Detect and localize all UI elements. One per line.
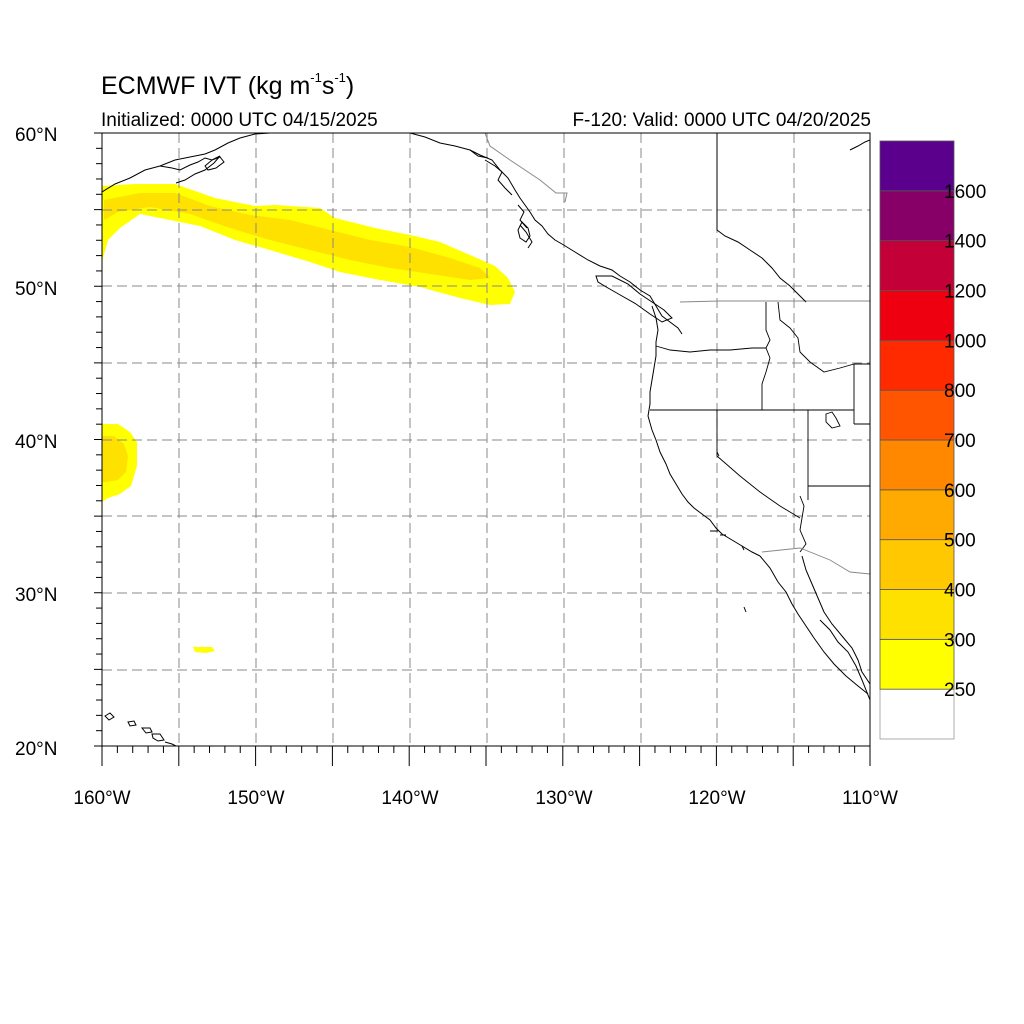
colorbar: 250 300 400 500 600 700 800 1000 1200 1400 1600: [879, 140, 986, 740]
panhandle-islands: [469, 149, 533, 249]
state-boundaries: [650, 301, 870, 575]
colorbar-label: 1000: [944, 331, 986, 352]
lat-label-30n: 30°N: [15, 585, 57, 606]
kodiak-island: [204, 156, 225, 171]
longitude-labels: 160°W 150°W 140°W 130°W 120°W 110°W: [73, 788, 898, 809]
lon-label-120w: 120°W: [688, 788, 745, 809]
colorbar-label: 700: [944, 431, 976, 452]
us-mexico-border: [761, 547, 870, 575]
washington-oregon-coast: [647, 305, 659, 417]
colorbar-swatch: [879, 489, 955, 541]
ivt-blob-south-250: [193, 647, 215, 653]
colorbar-swatch: [879, 638, 955, 690]
graticule: [102, 133, 870, 746]
colorbar-label: 1400: [944, 232, 986, 253]
latitude-labels: 60°N 50°N 40°N 30°N 20°N: [15, 125, 57, 760]
california-nevada-border: [716, 410, 801, 519]
coastlines: [102, 133, 870, 746]
canada-us-border: [679, 300, 870, 303]
oregon-idaho-border: [761, 357, 771, 410]
alaska-panhandle: [409, 133, 563, 245]
lon-label-140w: 140°W: [381, 788, 438, 809]
alaska-coast: [102, 133, 271, 193]
colorbar-label: 1600: [944, 182, 986, 203]
colorbar-label: 800: [944, 381, 976, 402]
chart-title: ECMWF IVT (kg m-1s-1): [101, 69, 355, 100]
hawaii-islands: [104, 712, 177, 746]
lake-tahoe: [716, 451, 720, 457]
colorbar-swatch: [879, 589, 955, 640]
lon-label-130w: 130°W: [535, 788, 592, 809]
washington-oregon-border: [655, 345, 771, 359]
mexico-mainland-coast: [819, 619, 870, 701]
great-salt-lake: [825, 411, 841, 429]
guadalupe-island: [743, 606, 747, 613]
bc-coast: [561, 243, 683, 335]
colorbar-swatch: [879, 389, 955, 441]
lat-label-60n: 60°N: [15, 125, 57, 146]
colorbar-swatch: [879, 190, 955, 242]
haida-gwaii: [517, 221, 531, 243]
colorbar-swatch: [879, 140, 955, 192]
lat-label-40n: 40°N: [15, 432, 57, 453]
alaska-border-line: [484, 133, 568, 203]
hudson-edge: [849, 139, 870, 151]
washington-idaho-border: [765, 302, 771, 349]
lon-label-150w: 150°W: [227, 788, 284, 809]
lat-label-50n: 50°N: [15, 279, 57, 300]
gulf-of-california: [801, 555, 870, 685]
ivt-shading: [102, 184, 515, 653]
lat-label-20n: 20°N: [15, 739, 57, 760]
colorbar-swatch: [879, 339, 955, 391]
colorbar-swatch: [879, 290, 955, 341]
colorbar-swatch: [879, 688, 955, 740]
colorbar-swatch: [879, 240, 955, 291]
vancouver-island: [595, 275, 673, 323]
colorbar-label: 250: [944, 680, 976, 701]
bc-alberta-border: [716, 133, 807, 303]
ivt-plume-west-300: [102, 436, 128, 482]
lon-label-160w: 160°W: [73, 788, 130, 809]
initialized-label: Initialized: 0000 UTC 04/15/2025: [101, 110, 378, 131]
california-coast: [647, 415, 761, 557]
channel-islands: [710, 530, 745, 551]
colorbar-swatch: [879, 439, 955, 491]
idaho-montana-border: [777, 301, 855, 373]
arizona-california-border: [799, 495, 807, 553]
baja-coast: [759, 555, 869, 695]
lon-label-110w: 110°W: [842, 788, 898, 809]
axis-ticks: [94, 132, 871, 766]
ivt-plume-north-300: [104, 193, 490, 280]
colorbar-label: 600: [944, 481, 976, 502]
valid-time-label: F-120: Valid: 0000 UTC 04/20/2025: [572, 110, 871, 131]
wyoming-box: [854, 363, 870, 425]
colorbar-label: 400: [944, 581, 976, 602]
colorbar-label: 500: [944, 531, 976, 552]
colorbar-swatch: [879, 539, 955, 590]
colorbar-label: 1200: [944, 282, 986, 303]
colorbar-label: 300: [944, 630, 976, 651]
